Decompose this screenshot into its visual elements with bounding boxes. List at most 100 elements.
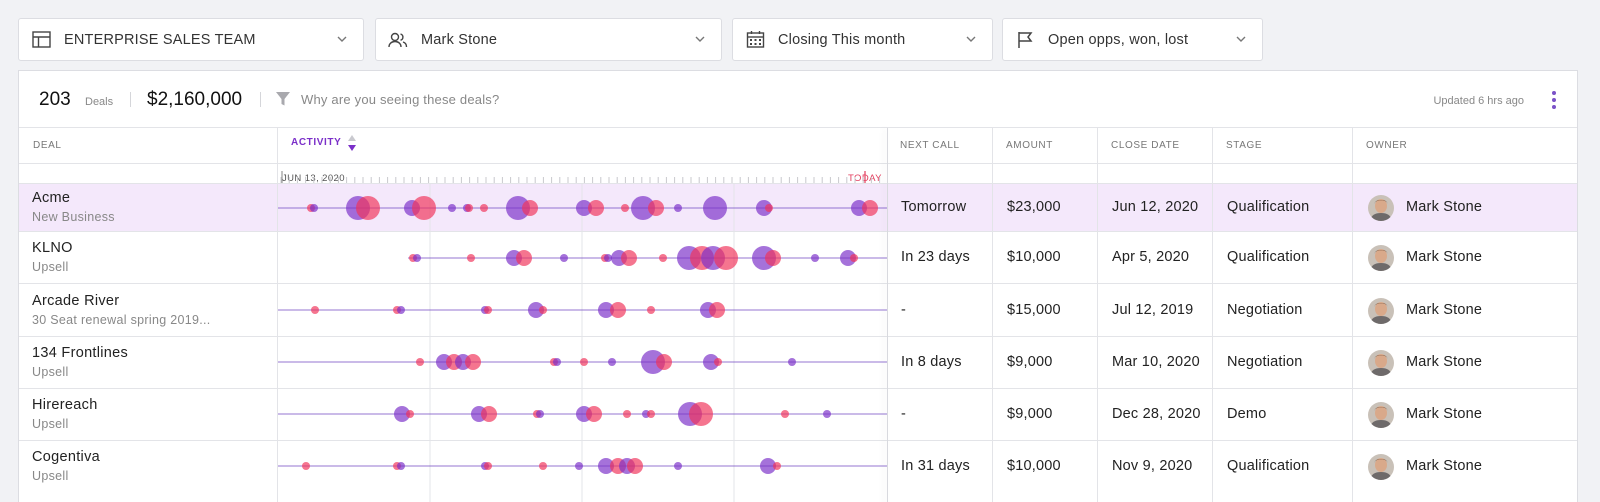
col-stage[interactable]: STAGE (1226, 140, 1263, 151)
stage-cell: Demo (1227, 406, 1267, 422)
activity-dot-call (840, 250, 856, 266)
deal-type: 30 Seat renewal spring 2019... (32, 313, 211, 327)
stage-cell: Negotiation (1227, 302, 1303, 318)
stage-cell: Qualification (1227, 199, 1310, 215)
close-date-cell: Apr 5, 2020 (1112, 249, 1190, 265)
col-amount[interactable]: AMOUNT (1006, 140, 1053, 151)
date-filter[interactable]: Closing This month (732, 18, 993, 61)
activity-dot-call (448, 204, 456, 212)
activity-dot-call (608, 358, 616, 366)
activity-dot-email (522, 200, 538, 216)
summary-bar: 203 Deals $2,160,000 Why are you seeing … (19, 71, 1577, 128)
activity-dot-call (536, 410, 544, 418)
chevron-down-icon (695, 36, 705, 42)
activity-dot-email (465, 354, 481, 370)
divider (19, 283, 1577, 284)
owner-cell: Mark Stone (1406, 406, 1483, 422)
amount-cell: $10,000 (1007, 458, 1061, 474)
col-close-date[interactable]: CLOSE DATE (1111, 140, 1180, 151)
activity-dot-call (756, 200, 772, 216)
divider (992, 128, 993, 502)
activity-dot-email (467, 254, 475, 262)
flag-icon (1015, 30, 1035, 50)
activity-dot-call (553, 358, 561, 366)
owner-filter[interactable]: Mark Stone (375, 18, 722, 61)
activity-dot-email (656, 354, 672, 370)
activity-dot-email (623, 410, 631, 418)
activity-dot-email (610, 302, 626, 318)
next-call-cell: In 23 days (901, 249, 970, 265)
col-activity[interactable]: ACTIVITY (291, 137, 342, 148)
sort-up-icon[interactable] (348, 135, 356, 141)
activity-dot-call (397, 462, 405, 470)
avatar[interactable] (1368, 350, 1394, 376)
activity-dot-email (709, 302, 725, 318)
why-link[interactable]: Why are you seeing these deals? (301, 92, 500, 107)
chevron-down-icon (966, 36, 976, 42)
activity-dot-call (674, 462, 682, 470)
close-date-cell: Jun 12, 2020 (1112, 199, 1199, 215)
table-row[interactable]: Arcade River 30 Seat renewal spring 2019.… (19, 284, 1577, 337)
activity-dot-call (703, 354, 719, 370)
table-row[interactable]: KLNO Upsell In 23 days $10,000 Apr 5, 2020 Qu… (19, 232, 1577, 284)
avatar[interactable] (1368, 245, 1394, 271)
activity-dot-email (311, 306, 319, 314)
deal-name[interactable]: KLNO (32, 240, 73, 256)
amount-cell: $15,000 (1007, 302, 1061, 318)
table-row[interactable]: 134 Frontlines Upsell In 8 days $9,000 Mar 1… (19, 337, 1577, 389)
sort-down-icon[interactable] (348, 145, 356, 151)
owner-cell: Mark Stone (1406, 199, 1483, 215)
activity-dot-call (631, 196, 655, 220)
team-filter[interactable]: ENTERPRISE SALES TEAM (18, 18, 364, 61)
chevron-down-icon (337, 36, 347, 42)
deal-name[interactable]: Hirereach (32, 397, 98, 413)
activity-dot-email (416, 358, 424, 366)
divider (1212, 128, 1213, 502)
calendar-icon (745, 30, 765, 50)
amount-cell: $9,000 (1007, 406, 1053, 422)
divider (19, 231, 1577, 232)
deal-type: Upsell (32, 417, 69, 431)
avatar[interactable] (1368, 454, 1394, 480)
close-date-cell: Nov 9, 2020 (1112, 458, 1193, 474)
divider (260, 92, 261, 107)
owner-cell: Mark Stone (1406, 249, 1483, 265)
deal-name[interactable]: Acme (32, 190, 71, 206)
col-owner[interactable]: OWNER (1366, 140, 1408, 151)
activity-dot-email (648, 200, 664, 216)
activity-dot-email (773, 462, 781, 470)
deal-type: New Business (32, 210, 115, 224)
activity-dot-email (465, 204, 473, 212)
deal-name[interactable]: Arcade River (32, 293, 120, 309)
status-filter[interactable]: Open opps, won, lost (1002, 18, 1263, 61)
avatar[interactable] (1368, 195, 1394, 221)
activity-dot-email (621, 250, 637, 266)
owner-cell: Mark Stone (1406, 458, 1483, 474)
table-row[interactable]: Cogentiva Upsell In 31 days $10,000 Nov 9, 2… (19, 441, 1577, 493)
activity-dot-call (575, 462, 583, 470)
divider (19, 440, 1577, 441)
activity-dot-email (539, 462, 547, 470)
table-row[interactable]: Hirereach Upsell - $9,000 Dec 28, 2020 Demo Ma… (19, 389, 1577, 441)
next-call-cell: - (901, 302, 907, 318)
divider (130, 92, 131, 107)
avatar[interactable] (1368, 402, 1394, 428)
deal-name[interactable]: Cogentiva (32, 449, 100, 465)
activity-dot-call (576, 200, 592, 216)
activity-dot-email (539, 306, 547, 314)
activity-dot-email (481, 406, 497, 422)
activity-dot-email (659, 254, 667, 262)
timeline-start-label: JUN 13, 2020 (282, 173, 345, 184)
activity-dot-call (310, 204, 318, 212)
activity-dot-email (621, 204, 629, 212)
avatar[interactable] (1368, 298, 1394, 324)
col-deal[interactable]: DEAL (33, 140, 62, 151)
activity-dot-call (506, 196, 530, 220)
activity-dot-email (714, 246, 738, 270)
deal-name[interactable]: 134 Frontlines (32, 345, 129, 361)
activity-dot-email (714, 358, 722, 366)
more-icon[interactable] (1551, 91, 1557, 111)
activity-dot-email (302, 462, 310, 470)
col-next-call[interactable]: NEXT CALL (900, 140, 960, 151)
divider (19, 336, 1577, 337)
